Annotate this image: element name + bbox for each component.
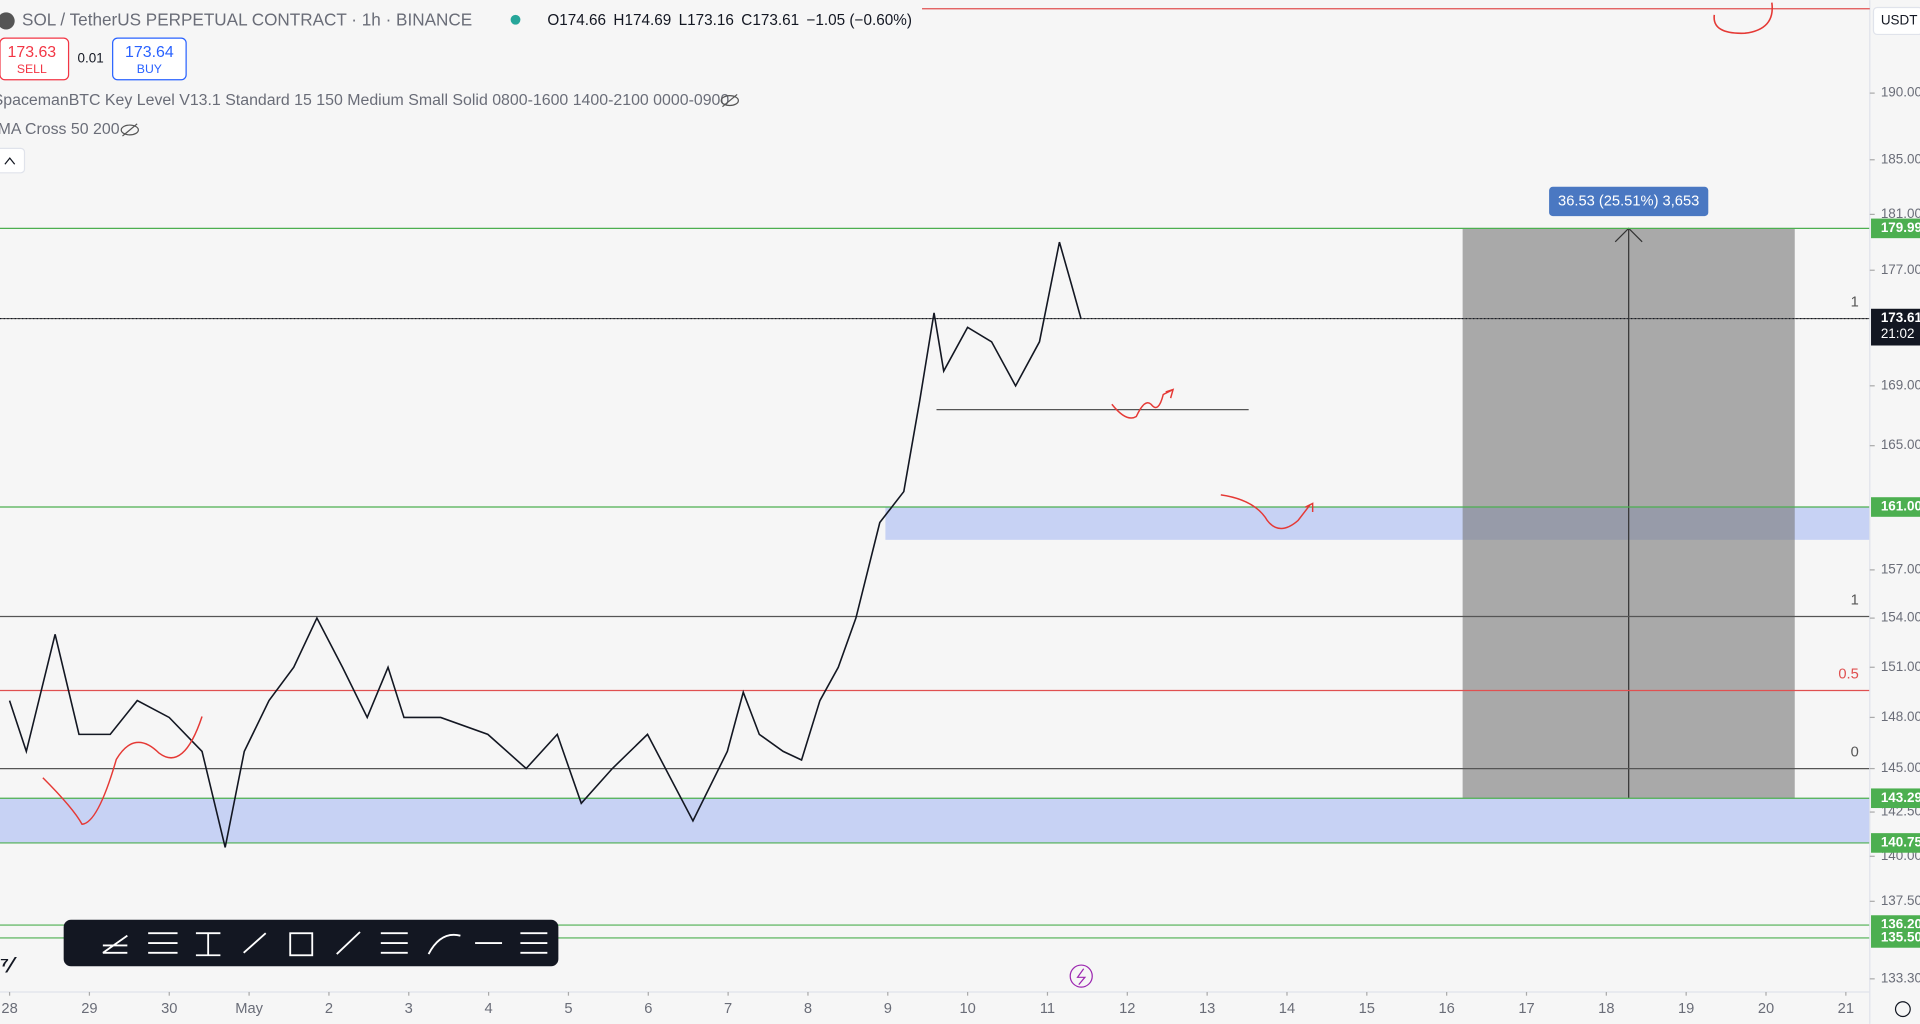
ohlc-value: 173.61 xyxy=(752,12,799,29)
level-label: 135.50 xyxy=(1881,929,1920,944)
y-tick-label: 148.00 xyxy=(1881,709,1920,724)
level-label: 143.29 xyxy=(1881,790,1920,805)
x-tick-label: 11 xyxy=(1040,1001,1055,1017)
spread: 0.01 xyxy=(78,51,104,66)
x-tick-label: 10 xyxy=(959,1001,975,1017)
drawing xyxy=(1713,2,1774,35)
level-label-box xyxy=(1871,928,1920,948)
y-tick-label: 137.50 xyxy=(1881,893,1920,908)
drawing-toolbar xyxy=(63,919,559,967)
price-change: −1.05 (−0.60%) xyxy=(806,12,911,29)
y-tick-label: 151.00 xyxy=(1881,659,1920,674)
level-label-box xyxy=(1871,218,1920,239)
x-tick-label: 9 xyxy=(884,1001,892,1017)
zone xyxy=(0,798,1870,843)
ohlc-values: O174.66 H174.69 L173.16 C173.61 −1.05 (−0.60… xyxy=(547,12,912,29)
drawings xyxy=(42,388,1314,826)
ohlc-key: O xyxy=(547,12,559,29)
level-label-box xyxy=(1871,788,1920,809)
level-label: 161.00 xyxy=(1881,499,1920,514)
chevron-icon xyxy=(4,157,16,165)
x-tick-label: 4 xyxy=(485,1001,493,1017)
x-tick-label: 20 xyxy=(1758,1001,1774,1017)
buy-price: 173.64 xyxy=(125,44,174,61)
symbol-icon xyxy=(0,12,15,30)
x-tick-label: 15 xyxy=(1359,1001,1375,1017)
eye-icons xyxy=(120,93,739,137)
x-tick-label: 30 xyxy=(161,1001,177,1017)
fib-label: 0 xyxy=(1851,745,1859,761)
last-price-box xyxy=(1871,308,1920,346)
x-tick-label: 14 xyxy=(1279,1001,1295,1017)
x-tick-label: 29 xyxy=(81,1001,97,1017)
indicator-legend[interactable]: SpacemanBTC Key Level V13.1 Standard 15 … xyxy=(0,92,729,109)
currency: USDT xyxy=(1881,13,1918,28)
y-tick-label: 190.00 xyxy=(1881,85,1920,100)
buy-button[interactable] xyxy=(112,37,187,81)
fib-label: 1 xyxy=(1851,295,1859,311)
x-tick-label: 18 xyxy=(1598,1001,1614,1017)
y-tick-label: 181.00 xyxy=(1881,206,1920,221)
lightning-icon xyxy=(1076,968,1087,986)
measure-label: 36.53 (25.51%) 3,653 xyxy=(1558,193,1699,209)
y-tick-label: 145.00 xyxy=(1881,760,1920,775)
ohlc-key: C xyxy=(741,12,752,29)
market-status xyxy=(510,14,521,25)
ohlc-key: L xyxy=(679,12,688,29)
sell-label: SELL xyxy=(17,62,47,76)
ohlc-value: 174.69 xyxy=(624,12,671,29)
x-tick-label: May xyxy=(235,1001,263,1017)
y-tick-label: 133.30 xyxy=(1881,970,1920,985)
ohlc-value: 174.66 xyxy=(559,12,606,29)
fib-label: 1 xyxy=(1851,592,1859,608)
price-line xyxy=(8,241,1082,848)
measure-label-box xyxy=(1549,186,1709,217)
ohlc-key: H xyxy=(613,12,624,29)
y-tick-label: 165.00 xyxy=(1881,437,1920,452)
x-tick-label: 5 xyxy=(564,1001,572,1017)
x-tick-label: 7 xyxy=(724,1001,732,1017)
level-label: 140.75 xyxy=(1881,834,1920,849)
y-tick-label: 154.00 xyxy=(1881,610,1920,625)
level-label: 179.99 xyxy=(1881,220,1920,235)
fib-label: 0.5 xyxy=(1838,666,1858,682)
x-tick-label: 2 xyxy=(325,1001,333,1017)
symbol-title[interactable]: SOL / TetherUS PERPETUAL CONTRACT · 1h ·… xyxy=(22,10,472,30)
toolbar-icons[interactable] xyxy=(102,931,548,957)
level-label-box xyxy=(1871,833,1920,853)
x-tick-label: 13 xyxy=(1199,1001,1215,1017)
x-tick-label: 17 xyxy=(1518,1001,1534,1017)
x-tick-label: 19 xyxy=(1678,1001,1694,1017)
x-tick-label: 12 xyxy=(1119,1001,1135,1017)
level-label: 136.20 xyxy=(1881,917,1920,932)
settings-icon[interactable] xyxy=(1894,1001,1911,1018)
x-tick-label: 21 xyxy=(1838,1001,1854,1017)
x-tick-label: 6 xyxy=(644,1001,652,1017)
ohlc-value: 173.16 xyxy=(687,12,734,29)
countdown: 21:02 xyxy=(1881,326,1915,341)
buy-label: BUY xyxy=(137,62,162,76)
sell-button[interactable] xyxy=(0,37,70,81)
y-tick-label: 169.00 xyxy=(1881,377,1920,392)
y-tick-label: 177.00 xyxy=(1881,262,1920,277)
sell-price: 173.63 xyxy=(8,44,57,61)
level-label-box xyxy=(1871,497,1920,517)
y-tick-label: 157.00 xyxy=(1881,561,1920,576)
indicator-legend[interactable]: MA Cross 50 200 xyxy=(0,121,120,138)
x-tick-label: 16 xyxy=(1438,1001,1454,1017)
plot-area: 36.53 (25.51%) 3,653 1 1 0.5 0 xyxy=(0,186,1870,939)
x-tick-label: 3 xyxy=(405,1001,413,1017)
y-tick-label: 185.00 xyxy=(1881,151,1920,166)
x-tick-label: 28 xyxy=(1,1001,17,1017)
x-tick-label: 8 xyxy=(804,1001,812,1017)
event-icon[interactable] xyxy=(1069,964,1093,988)
last-price-label: 173.61 xyxy=(1881,310,1920,325)
currency-button[interactable] xyxy=(1872,6,1920,36)
